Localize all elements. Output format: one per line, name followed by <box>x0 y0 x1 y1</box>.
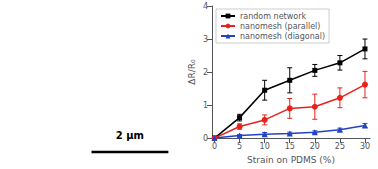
svg-text:5: 5 <box>237 142 242 151</box>
svg-text:2 μm: 2 μm <box>116 130 144 141</box>
svg-text:random network: random network <box>240 12 306 21</box>
svg-text:3: 3 <box>203 35 208 44</box>
svg-text:0: 0 <box>212 142 217 151</box>
svg-text:ΔR/R₀: ΔR/R₀ <box>187 59 197 85</box>
svg-text:0: 0 <box>203 134 208 143</box>
svg-text:1: 1 <box>203 101 208 110</box>
svg-text:15: 15 <box>285 142 295 151</box>
svg-text:4: 4 <box>203 2 208 11</box>
svg-text:25: 25 <box>335 142 345 151</box>
svg-text:2: 2 <box>203 68 208 77</box>
svg-text:30: 30 <box>360 142 370 151</box>
svg-text:10: 10 <box>260 142 270 151</box>
svg-text:20: 20 <box>310 142 320 151</box>
svg-text:Strain on PDMS (%): Strain on PDMS (%) <box>247 155 335 165</box>
svg-text:nanomesh (parallel): nanomesh (parallel) <box>240 22 320 31</box>
svg-text:nanomesh (diagonal): nanomesh (diagonal) <box>240 32 325 41</box>
